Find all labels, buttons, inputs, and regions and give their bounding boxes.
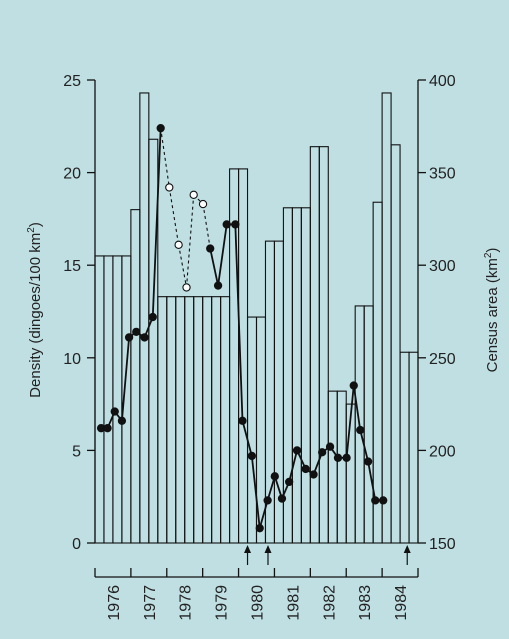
density-point	[213, 281, 223, 290]
density-point-open	[189, 190, 198, 199]
density-point	[124, 333, 134, 342]
density-segment	[359, 429, 369, 462]
event-arrows	[244, 545, 411, 565]
density-point	[110, 407, 119, 416]
right-tick-label: 150	[429, 536, 456, 553]
density-point	[342, 453, 351, 462]
density-point	[206, 244, 215, 253]
x-tick-label: 1984	[393, 585, 410, 621]
density-point	[156, 123, 165, 133]
right-axis-title-superscript: 2	[483, 252, 494, 258]
right-tick-label: 350	[429, 166, 456, 183]
density-segment	[234, 224, 244, 421]
density-segment-dashed	[178, 244, 188, 288]
x-tick-label: 1979	[214, 585, 231, 621]
density-point	[263, 496, 272, 505]
density-segment	[209, 248, 219, 286]
left-tick-label: 15	[63, 258, 81, 275]
x-tick-label: 1982	[321, 585, 338, 621]
right-axis-title-end: )	[484, 248, 501, 253]
density-segment	[121, 337, 130, 421]
density-point-open	[198, 199, 208, 209]
density-point	[255, 524, 264, 533]
density-point	[222, 220, 231, 229]
density-point	[356, 425, 365, 435]
event-arrow-head	[264, 545, 272, 553]
right-tick-label: 300	[429, 258, 456, 275]
density-point	[117, 416, 127, 425]
density-point-open	[165, 183, 174, 192]
density-point	[333, 453, 343, 462]
x-tick-label: 1981	[285, 585, 302, 621]
density-point	[132, 327, 141, 337]
right-y-axis: 150 200 250 300 350 400	[417, 73, 456, 553]
density-segment	[250, 455, 261, 529]
density-segment	[352, 385, 362, 431]
density-point	[103, 424, 112, 433]
x-tick-label: 1976	[106, 585, 123, 621]
density-point	[247, 451, 256, 461]
left-axis-title-superscript: 2	[26, 227, 37, 233]
density-point-open	[174, 240, 183, 249]
density-point	[309, 470, 318, 479]
event-arrow-head	[403, 545, 411, 553]
left-tick-label: 5	[72, 443, 81, 460]
density-point	[292, 446, 302, 455]
right-axis-title-main: Census area (km	[484, 258, 501, 372]
x-tick-label: 1983	[357, 585, 374, 621]
left-tick-label: 0	[72, 536, 81, 553]
density-point	[301, 464, 310, 474]
census-area-bars	[94, 92, 419, 544]
density-point	[349, 381, 358, 390]
right-tick-label: 400	[429, 73, 456, 90]
left-axis-title-end: )	[27, 222, 44, 227]
left-tick-label: 20	[63, 166, 81, 183]
right-tick-label: 250	[429, 351, 456, 368]
density-point	[148, 312, 157, 322]
density-segment	[241, 420, 253, 457]
density-point	[231, 220, 240, 229]
left-axis-title-main: Density (dingoes/100 km	[27, 233, 44, 398]
left-tick-label: 10	[63, 351, 81, 368]
density-point	[325, 442, 335, 451]
density-segment	[288, 450, 298, 483]
density-segment-dashed	[168, 187, 180, 245]
density-segment	[258, 500, 269, 529]
right-axis-title: Census area (km2)	[483, 248, 501, 373]
density-point	[318, 448, 327, 457]
density-segment	[217, 224, 228, 286]
density-segment	[367, 461, 377, 501]
density-point	[285, 477, 294, 487]
density-point	[238, 416, 247, 425]
density-point	[379, 496, 388, 505]
density-point	[277, 494, 287, 503]
census-bar	[390, 144, 401, 544]
x-tick-label: 1978	[178, 585, 195, 621]
right-tick-label: 200	[429, 443, 456, 460]
x-tick-label: 1977	[142, 585, 159, 621]
density-segment-dashed	[160, 128, 170, 188]
left-tick-label: 25	[63, 73, 81, 90]
density-point	[371, 496, 380, 505]
density-segment-dashed	[202, 203, 211, 249]
density-point	[140, 333, 149, 342]
left-axis-title: Density (dingoes/100 km2)	[26, 222, 44, 398]
density-segment	[345, 385, 355, 458]
density-segment	[266, 476, 276, 501]
density-point	[363, 457, 373, 466]
density-point	[270, 472, 279, 481]
density-segment	[151, 128, 162, 318]
census-bar	[318, 146, 329, 544]
x-axis: 1976 1977 1978 1979 1980 1981 1982 1983 1984	[94, 568, 419, 621]
event-arrow-head	[244, 545, 252, 553]
density-series	[96, 123, 388, 533]
density-point-open	[182, 283, 191, 292]
x-tick-label: 1980	[250, 585, 267, 621]
left-y-axis: 0 5 10 15 20 25	[63, 73, 96, 553]
